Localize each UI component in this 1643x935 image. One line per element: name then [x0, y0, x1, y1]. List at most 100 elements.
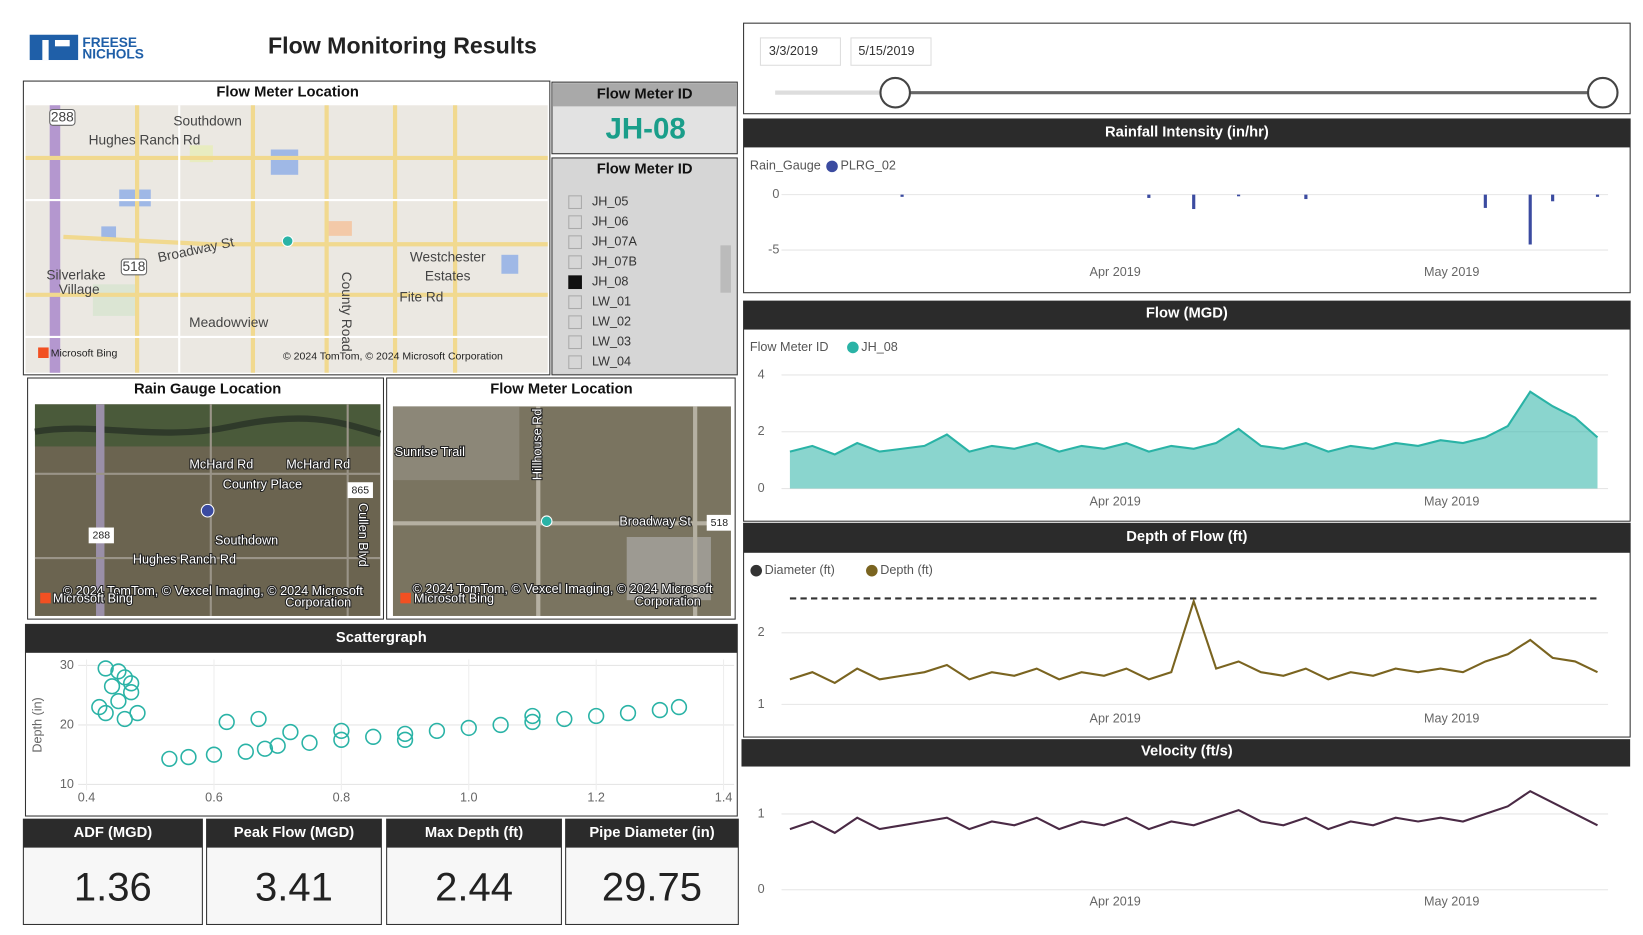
card-title: Flow Meter ID: [597, 87, 693, 103]
kpi-row: ADF (MGD) 1.36 Peak Flow (MGD) 3.41 Max Dept…: [22, 818, 739, 925]
map-streets: [25, 105, 548, 373]
card-value: JH-08: [606, 112, 686, 145]
scatter-point: [396, 725, 414, 743]
kpi-value: 2.44: [435, 865, 513, 909]
checkbox[interactable]: [568, 195, 582, 210]
x-tick-label: 0.6: [205, 790, 223, 804]
scatter-point: [97, 704, 114, 722]
slicer-panel: [743, 22, 1631, 115]
y-tick-label: -5: [768, 242, 779, 256]
date-input[interactable]: [850, 37, 932, 66]
panel-title: Flow Meter Location: [216, 85, 358, 101]
gauge-point[interactable]: [200, 503, 215, 518]
kpi-value: 29.75: [602, 865, 702, 909]
map-label: 518: [711, 517, 729, 529]
scatter-point: [161, 750, 178, 768]
map-brand: Microsoft Bing: [53, 591, 133, 605]
checkbox[interactable]: [568, 215, 582, 230]
satellite-map: Sunrise Trail Hillhouse Rd Broadway St 5…: [392, 406, 733, 616]
bar: [1595, 194, 1600, 197]
kpi-header: [386, 819, 562, 848]
x-tick-label: Apr 2019: [1090, 711, 1141, 725]
y-tick-label: 0: [772, 187, 779, 201]
panel-title: Flow (MGD): [1146, 306, 1228, 322]
map-vegetation: [34, 404, 381, 447]
y-tick-label: 30: [60, 658, 74, 672]
map-water: [270, 149, 299, 175]
scatter-point: [333, 722, 350, 740]
scatter-point: [282, 723, 299, 741]
bing-logo: [38, 347, 49, 358]
logo-mark: [42, 40, 49, 61]
slicer-list: [551, 157, 738, 376]
y-axis-label: Depth (in): [30, 697, 44, 752]
list-item[interactable]: LW_02: [592, 315, 631, 329]
slider-handle[interactable]: [1586, 76, 1619, 109]
charts: Rainfall Intensity (in/hr) 0 -5 Apr 2019 May…: [30, 125, 1609, 909]
scatter-point: [651, 701, 669, 719]
list-item[interactable]: JH_05: [592, 195, 628, 209]
map-park: [92, 284, 135, 316]
checkbox[interactable]: [568, 275, 582, 290]
map-roads: [34, 404, 381, 616]
date-input[interactable]: [759, 37, 841, 66]
scatter-point: [97, 660, 114, 677]
list-item[interactable]: JH_08: [592, 275, 628, 289]
checkbox[interactable]: [568, 355, 582, 370]
checkbox[interactable]: [568, 315, 582, 330]
list-item[interactable]: LW_04: [592, 355, 631, 369]
panel-title: Velocity (ft/s): [1141, 744, 1233, 760]
route-shield: [706, 514, 733, 531]
map-label: Southdown: [173, 114, 241, 129]
legend-swatch: [847, 341, 859, 354]
x-tick-label: May 2019: [1424, 895, 1479, 909]
x-tick-label: Apr 2019: [1090, 895, 1141, 909]
kpi-label: Max Depth (ft): [425, 825, 523, 841]
y-tick-label: 2: [758, 625, 765, 639]
series-area: [789, 391, 1598, 489]
map-label: Hughes Ranch Rd: [89, 133, 201, 148]
list-item[interactable]: JH_07A: [592, 235, 637, 249]
scatter-point: [122, 675, 140, 692]
map-label: 865: [352, 484, 370, 496]
scatter-point: [180, 748, 197, 766]
list-item[interactable]: LW_01: [592, 295, 631, 309]
list-item[interactable]: JH_06: [592, 215, 628, 229]
route-shield: [347, 482, 373, 499]
bar: [1483, 194, 1487, 208]
legend-swatch: [750, 564, 763, 577]
list-title: Flow Meter ID: [597, 161, 693, 177]
checkbox[interactable]: [568, 255, 582, 270]
scatter-point: [237, 743, 254, 760]
y-tick-label: 1: [758, 806, 765, 820]
bar: [900, 194, 904, 197]
slider-handle[interactable]: [879, 76, 911, 109]
scatter-point: [396, 731, 414, 748]
scrollbar[interactable]: [720, 245, 731, 293]
map-label: McHard Rd: [286, 458, 350, 472]
bar: [1551, 194, 1555, 202]
map-credit: Corporation: [635, 595, 701, 609]
kpi-header: [565, 819, 739, 848]
route-shield: [120, 258, 148, 276]
checkbox[interactable]: [568, 295, 582, 310]
x-tick-label: Apr 2019: [1090, 265, 1141, 279]
list-item[interactable]: LW_03: [592, 335, 631, 349]
logo: FREESE NICHOLS: [29, 34, 144, 61]
y-tick-label: 4: [758, 367, 765, 381]
x-tick-label: May 2019: [1424, 265, 1479, 279]
scatter-point: [218, 713, 235, 731]
list-item[interactable]: JH_07B: [592, 255, 637, 269]
scatter-point: [365, 728, 382, 745]
bar: [1528, 194, 1532, 245]
x-tick-label: Apr 2019: [1090, 495, 1141, 509]
checkbox[interactable]: [568, 335, 582, 350]
y-tick-label: 0: [758, 481, 765, 495]
meter-point[interactable]: [281, 235, 294, 247]
meter-point[interactable]: [540, 515, 553, 527]
scatter-point: [110, 663, 127, 680]
panel-header: [743, 301, 1631, 330]
checkbox[interactable]: [568, 235, 582, 250]
scatter-point: [91, 698, 108, 716]
